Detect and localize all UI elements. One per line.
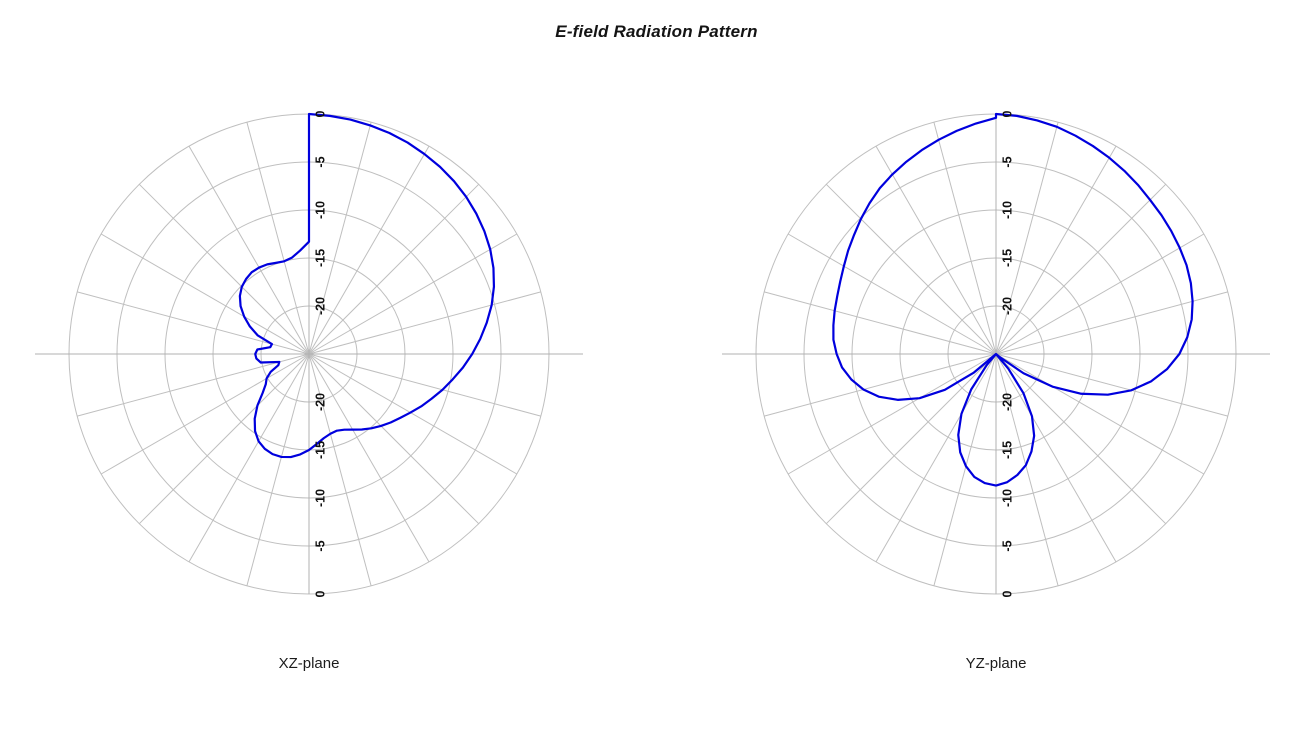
radiation-pattern-trace xyxy=(238,112,496,459)
radiation-pattern-trace xyxy=(832,112,1194,487)
grid-spoke xyxy=(995,183,1167,355)
grid-spoke xyxy=(308,145,430,355)
grid-spoke xyxy=(875,145,997,355)
grid-spoke xyxy=(308,233,518,355)
grid-spoke xyxy=(995,291,1228,355)
radial-tick-labels-yz: 0 -5 -10 -15 -20 -20 -15 -10 -5 0 xyxy=(1000,110,1014,597)
radial-tick-label: -10 xyxy=(1000,489,1014,507)
panel-caption-xz: XZ-plane xyxy=(278,655,340,672)
radial-tick-label: -20 xyxy=(1000,393,1014,411)
grid-spoke xyxy=(825,183,997,355)
grid-spoke xyxy=(787,353,997,475)
radial-tick-label: 0 xyxy=(1000,110,1014,117)
grid-spoke xyxy=(188,145,310,355)
radial-tick-label: -5 xyxy=(1000,156,1014,167)
polar-plot-xz-plane: 0 -5 -10 -15 -20 -20 -15 -10 -5 0 xyxy=(9,75,609,635)
radial-tick-label: -15 xyxy=(313,441,327,459)
grid-spoke xyxy=(188,353,310,563)
polar-axes-xz: 0 -5 -10 -15 -20 -20 -15 -10 -5 0 xyxy=(35,110,583,597)
grid-spoke xyxy=(308,291,541,355)
grid-spoke xyxy=(995,122,1059,355)
radial-tick-label: -15 xyxy=(313,249,327,267)
grid-spoke xyxy=(138,183,310,355)
grid-spoke xyxy=(100,233,310,355)
grid-spoke xyxy=(764,291,997,355)
figure-title: E-field Radiation Pattern xyxy=(555,22,758,41)
grid-spoke xyxy=(77,291,310,355)
radial-tick-label: -5 xyxy=(313,540,327,551)
grid-spoke xyxy=(246,122,310,355)
grid-spoke xyxy=(995,353,1167,525)
radial-tick-labels-xz: 0 -5 -10 -15 -20 -20 -15 -10 -5 0 xyxy=(313,110,327,597)
grid-spoke xyxy=(308,353,480,525)
radial-tick-label: 0 xyxy=(313,110,327,117)
radial-tick-label: -15 xyxy=(1000,441,1014,459)
grid-spoke xyxy=(246,353,310,586)
radial-tick-label: 0 xyxy=(313,590,327,597)
panel-caption-yz: YZ-plane xyxy=(965,655,1027,672)
grid-spoke xyxy=(308,183,480,355)
grid-spoke xyxy=(995,353,1059,586)
polar-plot-yz-plane: 0 -5 -10 -15 -20 -20 -15 -10 -5 0 xyxy=(696,75,1296,635)
grid-spoke xyxy=(308,122,372,355)
grid-spoke xyxy=(77,353,310,417)
grid-spoke xyxy=(138,353,310,525)
grid-spoke xyxy=(308,353,372,586)
grid-spoke xyxy=(100,353,310,475)
radial-tick-label: -15 xyxy=(1000,249,1014,267)
radial-tick-label: 0 xyxy=(1000,590,1014,597)
grid-spoke xyxy=(787,233,997,355)
radial-tick-label: -20 xyxy=(1000,297,1014,315)
grid-spoke xyxy=(825,353,997,525)
grid-spoke xyxy=(933,353,997,586)
grid-spoke xyxy=(995,353,1205,475)
grid-spoke xyxy=(933,122,997,355)
radial-tick-label: -10 xyxy=(1000,201,1014,219)
grid-spoke xyxy=(308,353,430,563)
radial-tick-label: -20 xyxy=(313,393,327,411)
grid-spoke xyxy=(995,353,1117,563)
grid-spoke xyxy=(308,353,518,475)
grid-spoke xyxy=(995,353,1228,417)
grid-spoke xyxy=(764,353,997,417)
grid-spoke xyxy=(995,233,1205,355)
radial-tick-label: -10 xyxy=(313,201,327,219)
grid-spoke xyxy=(875,353,997,563)
radial-tick-label: -5 xyxy=(1000,540,1014,551)
grid-spoke xyxy=(308,353,541,417)
polar-axes-yz: 0 -5 -10 -15 -20 -20 -15 -10 -5 0 xyxy=(722,110,1270,597)
radial-tick-label: -5 xyxy=(313,156,327,167)
grid-spoke xyxy=(995,145,1117,355)
radial-tick-label: -10 xyxy=(313,489,327,507)
radial-tick-label: -20 xyxy=(313,297,327,315)
